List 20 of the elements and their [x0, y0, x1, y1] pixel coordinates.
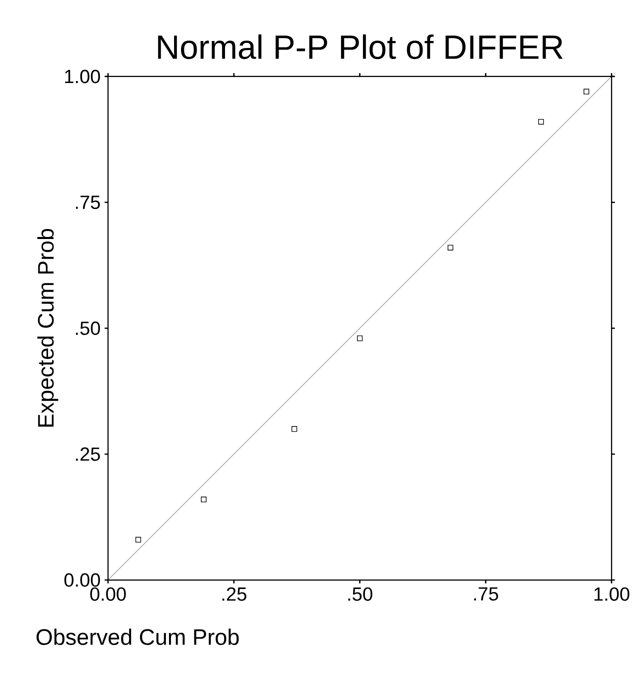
x-tick-label: 1.00: [594, 587, 630, 601]
x-axis-title: Observed Cum Prob: [36, 628, 238, 646]
point: [356, 336, 362, 342]
y-tick-label: .25: [76, 447, 100, 461]
chart-title: Normal P-P Plot of DIFFER: [158, 34, 562, 60]
y-axis-title: Expected Cum Prob: [37, 228, 58, 427]
x-tick-label: .25: [222, 587, 246, 601]
x-tick-label: .50: [348, 587, 372, 601]
x-tick-label: 0.00: [90, 587, 126, 601]
y-tick-label: .75: [76, 196, 100, 210]
point: [291, 426, 297, 432]
point: [135, 536, 141, 543]
point: [538, 119, 544, 125]
y-tick-label: 1.00: [64, 70, 100, 84]
x-tick-label: .75: [474, 587, 498, 601]
point: [583, 88, 589, 94]
y-tick-label: .50: [76, 322, 100, 335]
y-tick-label: 0.00: [64, 573, 100, 587]
point: [200, 496, 206, 502]
point: [447, 244, 454, 250]
